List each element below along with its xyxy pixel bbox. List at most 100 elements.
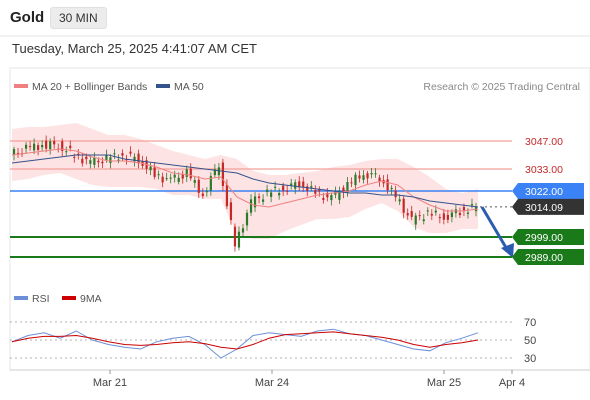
candle-body <box>221 162 225 186</box>
rsi-tick-50: 50 <box>524 335 536 347</box>
candle-body <box>249 199 253 213</box>
candle-body <box>117 159 120 161</box>
candle-body <box>12 149 16 155</box>
candle-body <box>278 192 281 196</box>
candle-body <box>53 140 56 145</box>
candle-body <box>109 157 112 164</box>
candle-body <box>318 189 321 192</box>
candle-body <box>366 173 369 179</box>
candle-body <box>302 181 305 188</box>
candle-body <box>261 199 265 202</box>
candle-body <box>61 141 64 151</box>
x-tick-label: Apr 4 <box>499 377 525 389</box>
legend-rsi-swatch <box>14 296 28 300</box>
candle-body <box>217 167 220 176</box>
candle-body <box>137 153 140 164</box>
candle-body <box>402 198 405 213</box>
candle-body <box>89 160 92 164</box>
candle-body <box>386 179 389 191</box>
legend-rsi-ma-label: 9MA <box>80 293 102 305</box>
candle-body <box>173 174 176 178</box>
candle-body <box>28 146 32 148</box>
level-tag-2999.00 <box>512 229 584 245</box>
candle-body <box>24 144 28 149</box>
level-tag-2989.00 <box>512 249 584 265</box>
candle-body <box>406 213 409 216</box>
top-bar: Gold 30 MIN <box>0 0 590 36</box>
candle-body <box>181 174 184 179</box>
candle-body <box>442 213 445 220</box>
candle-body <box>370 172 373 175</box>
bollinger-band-fill <box>12 123 478 239</box>
candle-body <box>197 179 200 193</box>
candle-body <box>201 193 204 197</box>
chart-datetime: Tuesday, March 25, 2025 4:41:07 AM CET <box>12 41 257 56</box>
candle-body <box>274 186 277 188</box>
candle-body <box>37 145 40 151</box>
candle-body <box>229 202 233 221</box>
candle-body <box>245 212 249 226</box>
candle-body <box>378 177 381 182</box>
x-tick-label: Mar 25 <box>427 377 461 389</box>
candle-body <box>270 192 273 197</box>
candle-body <box>113 153 116 155</box>
legend-bb-swatch <box>14 84 28 88</box>
candle-body <box>306 186 309 191</box>
candle-body <box>346 181 349 193</box>
candle-body <box>97 160 100 163</box>
candle-body <box>129 151 132 154</box>
candle-body <box>330 195 333 201</box>
candle-body <box>438 217 441 219</box>
candle-body <box>326 192 329 198</box>
candle-body <box>65 151 68 153</box>
candle-body <box>338 191 341 200</box>
candle-body <box>169 177 172 179</box>
x-tick-label: Mar 24 <box>255 377 289 389</box>
candle-body <box>157 174 160 176</box>
candle-body <box>161 176 164 183</box>
candle-body <box>49 141 52 150</box>
candle-body <box>205 191 208 193</box>
candle-body <box>358 175 361 179</box>
candle-body <box>434 210 437 213</box>
candle-body <box>390 187 393 190</box>
rsi-tick-70: 70 <box>524 317 536 329</box>
credit-text: Research © 2025 Trading Central <box>423 81 580 93</box>
level-label-3047.00: 3047.00 <box>525 136 563 148</box>
candle-body <box>414 215 417 225</box>
candle-body <box>81 158 84 164</box>
rsi-tick-30: 30 <box>524 353 536 365</box>
candle-body <box>153 167 156 177</box>
candle-body <box>410 211 413 217</box>
candle-body <box>133 156 136 162</box>
candle-body <box>69 145 72 149</box>
candle-body <box>294 182 297 189</box>
level-label-2999.00: 2999.00 <box>525 232 563 244</box>
candle-body <box>394 190 397 198</box>
candle-body <box>45 140 48 149</box>
candle-body <box>398 199 401 202</box>
candle-body <box>225 184 229 207</box>
candle-body <box>458 212 462 216</box>
legend-rsi-ma-swatch <box>62 296 76 300</box>
candle-body <box>85 156 88 160</box>
timeframe-button[interactable]: 30 MIN <box>50 7 107 29</box>
level-label-3033.00: 3033.00 <box>525 164 563 176</box>
candle-body <box>257 196 261 199</box>
asset-name: Gold <box>10 9 45 26</box>
candle-body <box>237 231 241 248</box>
level-label-2989.00: 2989.00 <box>525 252 563 264</box>
ma50-line <box>11 154 479 208</box>
candle-body <box>241 228 245 233</box>
rsi-line <box>11 328 479 359</box>
candle-body <box>73 156 76 158</box>
level-tag-3014.09 <box>512 198 584 215</box>
candle-body <box>342 187 345 193</box>
legend-ma50-label: MA 50 <box>174 81 204 93</box>
candle-body <box>282 185 285 191</box>
level-tag-3022.00 <box>512 183 584 199</box>
candle-body <box>209 176 212 191</box>
candle-body <box>466 212 470 214</box>
